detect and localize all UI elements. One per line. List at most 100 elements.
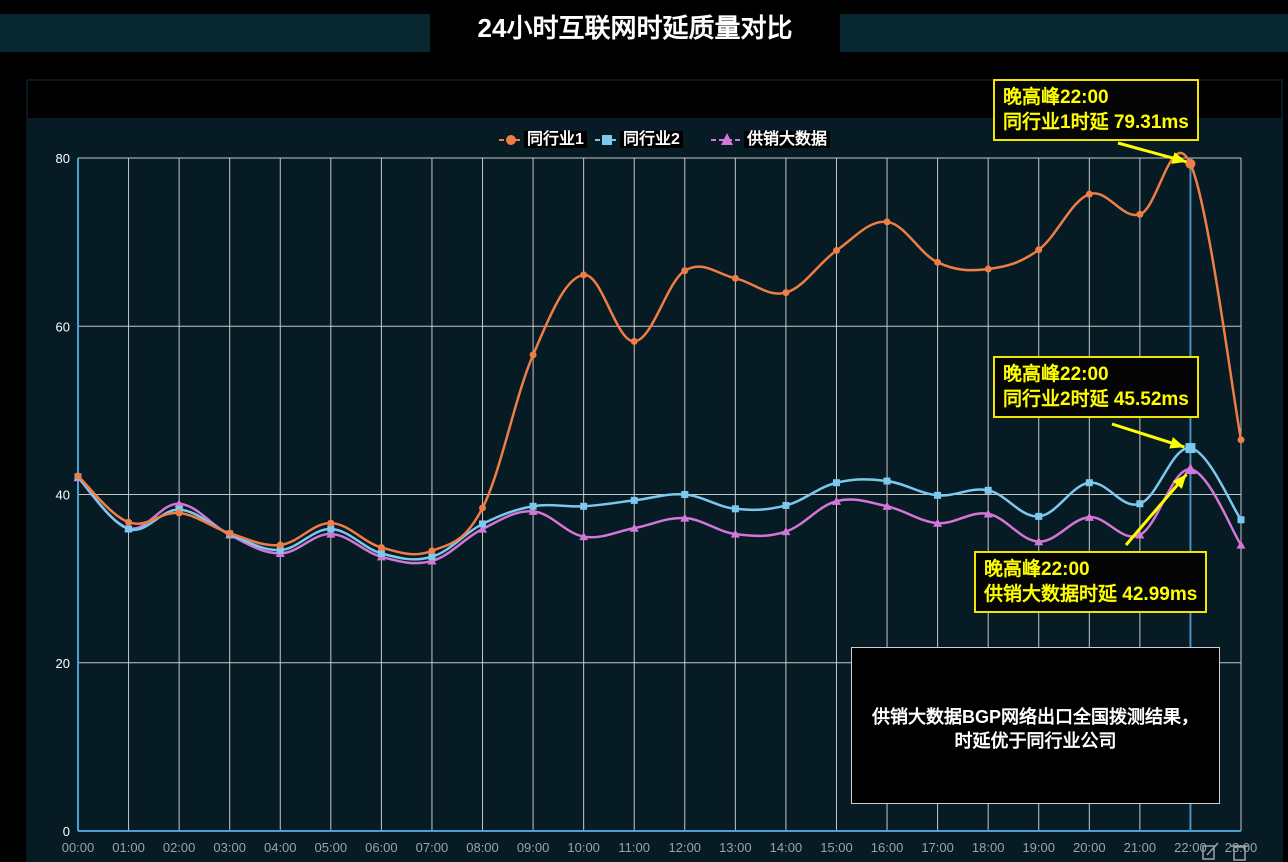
data-point-s1 xyxy=(327,519,335,527)
legend-circle-icon xyxy=(499,135,523,145)
data-point-s3 xyxy=(933,518,943,527)
data-point-s2 xyxy=(681,491,689,498)
chart-toolbox[interactable] xyxy=(1202,842,1248,861)
title-bar-left xyxy=(0,14,430,52)
callout-s3: 晚高峰22:00 供销大数据时延 42.99ms xyxy=(974,551,1208,613)
x-tick-label: 00:00 xyxy=(62,840,95,855)
data-point-s2 xyxy=(1237,516,1245,524)
x-tick-label: 04:00 xyxy=(264,840,297,855)
data-point-s3 xyxy=(831,496,841,505)
data-point-s1 xyxy=(883,218,891,226)
page-title: 24小时互联网时延质量对比 xyxy=(477,13,793,43)
x-tick-label: 01:00 xyxy=(112,840,145,855)
data-point-s3 xyxy=(629,523,639,532)
x-tick-label: 16:00 xyxy=(871,840,904,855)
callout-s3-line1: 晚高峰22:00 xyxy=(984,559,1090,580)
data-point-s3 xyxy=(427,556,437,565)
data-point-s1 xyxy=(377,543,385,551)
callout-arrows xyxy=(1111,141,1188,546)
data-point-s1 xyxy=(832,247,840,255)
callout-s2: 晚高峰22:00 同行业2时延 45.52ms xyxy=(993,356,1199,418)
data-point-s3 xyxy=(1084,512,1094,521)
callout-arrow-s1-head xyxy=(1171,152,1187,164)
x-tick-label: 08:00 xyxy=(466,840,499,855)
y-tick-label: 0 xyxy=(63,824,70,839)
x-tick-label: 15:00 xyxy=(820,840,853,855)
legend-label-s3: 供销大数据 xyxy=(744,131,831,148)
legend-label-s1: 同行业1 xyxy=(524,131,587,148)
data-point-s2 xyxy=(580,502,588,510)
title-bar-right xyxy=(840,14,1288,52)
data-point-s3 xyxy=(528,506,538,515)
x-tick-label: 20:00 xyxy=(1073,840,1106,855)
data-point-s1 xyxy=(1085,190,1093,198)
data-point-s2 xyxy=(782,501,790,509)
data-point-s3 xyxy=(1135,530,1145,539)
data-point-s3 xyxy=(882,501,892,510)
data-point-s1 xyxy=(479,504,487,512)
chart-series xyxy=(73,152,1246,565)
data-point-s1 xyxy=(1185,158,1196,169)
data-point-s1 xyxy=(276,541,284,549)
data-point-s2 xyxy=(1185,443,1196,454)
data-point-s2 xyxy=(479,520,487,528)
x-tick-label: 14:00 xyxy=(770,840,803,855)
y-tick-label: 20 xyxy=(56,656,70,671)
x-tick-label: 02:00 xyxy=(163,840,196,855)
x-tick-label: 11:00 xyxy=(618,840,650,855)
callout-s2-line1: 晚高峰22:00 xyxy=(1003,364,1109,385)
data-point-s1 xyxy=(1136,210,1144,218)
data-point-s3 xyxy=(174,499,184,508)
x-tick-label: 05:00 xyxy=(315,840,348,855)
callout-s1-line1: 晚高峰22:00 xyxy=(1003,87,1109,108)
x-tick-label: 22:00 xyxy=(1174,840,1207,855)
callout-arrow-s3-head xyxy=(1172,474,1187,489)
chart-axes: 0 20 40 60 80 00:00 01:00 02:00 03:00 04:00 05:00 0… xyxy=(56,151,1258,855)
data-point-s1 xyxy=(984,265,992,273)
legend-item-s1[interactable]: 同行业1 xyxy=(498,128,587,152)
data-point-s1 xyxy=(74,472,82,480)
legend-item-s2[interactable]: 同行业2 xyxy=(594,128,683,152)
data-point-s1 xyxy=(125,518,133,526)
legend-square-icon xyxy=(595,135,619,145)
x-tick-label: 12:00 xyxy=(669,840,702,855)
data-point-s2 xyxy=(832,479,840,487)
data-point-s2 xyxy=(1136,500,1144,508)
conclusion-note: 供销大数据BGP网络出口全国拨测结果， 时延优于同行业公司 xyxy=(851,647,1220,804)
data-point-s2 xyxy=(1035,512,1043,520)
x-tick-label: 10:00 xyxy=(567,840,600,855)
x-tick-label: 19:00 xyxy=(1022,840,1055,855)
data-point-s2 xyxy=(125,525,133,533)
data-point-s2 xyxy=(529,502,537,510)
data-point-s1 xyxy=(1237,436,1245,444)
data-point-s1 xyxy=(226,529,234,537)
x-tick-label: 17:00 xyxy=(921,840,954,855)
data-point-s1 xyxy=(428,547,436,555)
y-tick-label: 60 xyxy=(56,319,70,334)
y-tick-label: 40 xyxy=(56,488,70,503)
data-point-s1 xyxy=(580,271,588,279)
legend-item-s3[interactable]: 供销大数据 xyxy=(710,128,831,152)
data-point-s2 xyxy=(1085,479,1093,487)
callout-s1-line2: 同行业1时延 79.31ms xyxy=(1003,112,1189,133)
data-point-s2 xyxy=(630,496,638,504)
x-tick-label: 06:00 xyxy=(365,840,398,855)
note-line2: 时延优于同行业公司 xyxy=(954,731,1117,751)
data-point-s3 xyxy=(1236,540,1246,549)
legend-label-s2: 同行业2 xyxy=(620,131,683,148)
x-tick-label: 03:00 xyxy=(213,840,246,855)
edit-icon[interactable] xyxy=(1202,842,1219,860)
data-point-s1 xyxy=(630,337,638,345)
x-tick-label: 07:00 xyxy=(416,840,449,855)
legend-triangle-icon xyxy=(711,133,743,145)
data-point-s3 xyxy=(781,527,791,536)
data-point-s3 xyxy=(730,529,740,538)
data-point-s3 xyxy=(1034,537,1044,546)
callout-arrow-s2-head xyxy=(1169,437,1185,449)
data-point-s1 xyxy=(681,267,689,275)
series-line-s2 xyxy=(77,446,1243,561)
trash-icon[interactable] xyxy=(1231,845,1248,861)
data-point-s1 xyxy=(731,274,739,282)
callout-s3-line2: 供销大数据时延 42.99ms xyxy=(984,584,1198,605)
